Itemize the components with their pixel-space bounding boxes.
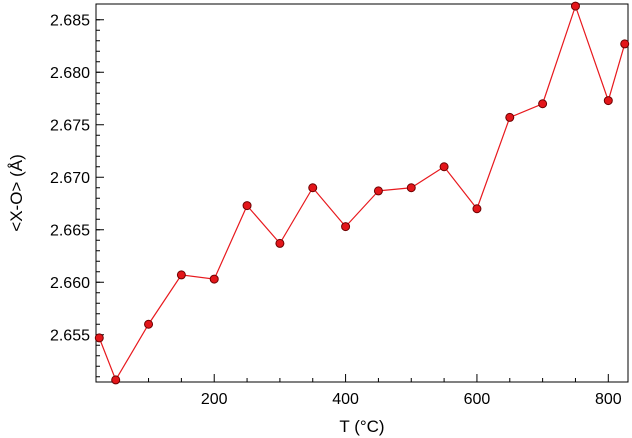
- x-tick-label: 800: [595, 391, 622, 408]
- x-tick-label: 600: [464, 391, 491, 408]
- data-point: [472, 204, 482, 214]
- data-point: [209, 274, 219, 284]
- data-point: [538, 99, 548, 109]
- x-axis-title: T (°C): [339, 417, 384, 436]
- x-axis-ticks: 200 400 600 800: [201, 374, 622, 408]
- y-axis-ticks: 2.655 2.660 2.665 2.670 2.675 2.680 2.685: [50, 12, 104, 344]
- data-point: [570, 1, 580, 11]
- minor-ticks: [96, 19, 576, 382]
- data-point: [308, 183, 318, 193]
- data-point: [603, 96, 613, 106]
- data-point: [406, 183, 416, 193]
- y-tick-label: 2.685: [50, 12, 90, 29]
- series-layer: [94, 1, 630, 385]
- x-tick-label: 400: [332, 391, 359, 408]
- y-tick-label: 2.660: [50, 275, 90, 292]
- y-tick-label: 2.665: [50, 222, 90, 239]
- data-point: [620, 39, 630, 49]
- y-tick-label: 2.675: [50, 117, 90, 134]
- y-axis-title: <X-O> (Å): [7, 154, 26, 231]
- data-point: [373, 186, 383, 196]
- plot-area-frame: [95, 3, 629, 383]
- data-point: [439, 162, 449, 172]
- data-point: [144, 319, 154, 329]
- data-point: [505, 112, 515, 122]
- data-point: [242, 201, 252, 211]
- x-tick-label: 200: [201, 391, 228, 408]
- data-point: [94, 333, 104, 343]
- data-point: [341, 222, 351, 232]
- data-point: [111, 375, 121, 385]
- series-line: [98, 4, 626, 382]
- data-point: [275, 238, 285, 248]
- y-tick-label: 2.670: [50, 170, 90, 187]
- data-point: [176, 270, 186, 280]
- y-tick-label: 2.680: [50, 65, 90, 82]
- y-tick-label: 2.655: [50, 327, 90, 344]
